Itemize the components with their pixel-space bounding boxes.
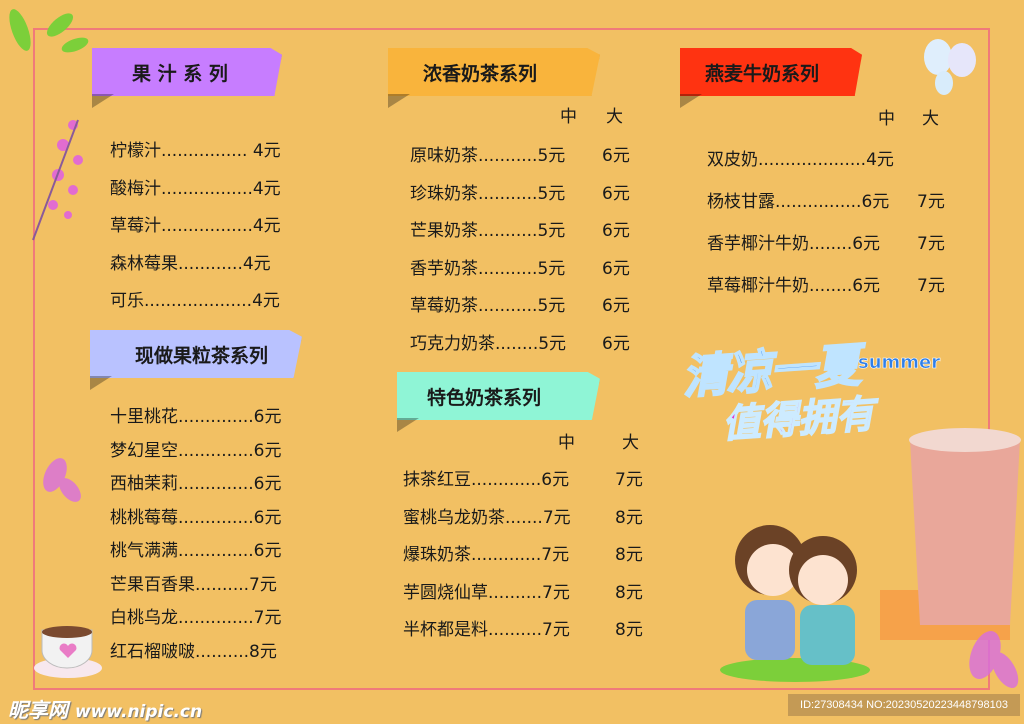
menu-item: 十里桃花..............6元 bbox=[110, 407, 282, 427]
large-price: 6元 bbox=[602, 183, 630, 204]
flower-branch-decoration bbox=[32, 119, 83, 241]
section-header: 果 汁 系 列 bbox=[92, 48, 282, 96]
large-price: 6元 bbox=[602, 296, 630, 316]
menu-item: 双皮奶....................4元 bbox=[707, 150, 894, 170]
ribbon-fold bbox=[388, 94, 410, 108]
menu-item: 柠檬汁................ 4元 bbox=[110, 141, 281, 161]
menu-border bbox=[33, 28, 990, 690]
butterfly-icon bbox=[924, 39, 976, 95]
section-header: 特色奶茶系列 bbox=[397, 372, 600, 420]
size-medium-label: 中 bbox=[878, 109, 895, 129]
menu-item: 芋圆烧仙草..........7元 bbox=[403, 582, 570, 603]
large-price: 7元 bbox=[917, 234, 945, 254]
menu-item: 抹茶红豆.............6元 bbox=[403, 470, 570, 490]
menu-item: 原味奶茶...........5元 bbox=[410, 146, 566, 166]
menu-item: 芒果百香果..........7元 bbox=[110, 574, 277, 595]
menu-item: 梦幻星空..............6元 bbox=[110, 440, 282, 461]
section-header: 浓香奶茶系列 bbox=[388, 48, 600, 96]
size-medium-label: 中 bbox=[558, 433, 575, 453]
slogan-line-2: 值得拥有 bbox=[720, 391, 876, 447]
large-price: 7元 bbox=[917, 276, 945, 296]
menu-item: 巧克力奶茶........5元 bbox=[410, 333, 567, 354]
size-large-label: 大 bbox=[606, 107, 623, 127]
menu-item: 西柚茉莉..............6元 bbox=[110, 474, 282, 494]
size-large-label: 大 bbox=[622, 433, 639, 453]
menu-item: 桃气满满..............6元 bbox=[110, 541, 282, 561]
large-price: 6元 bbox=[602, 258, 630, 279]
ribbon-fold bbox=[680, 94, 702, 108]
flower-decoration bbox=[969, 631, 1019, 689]
large-price: 7元 bbox=[917, 192, 945, 212]
large-price: 8元 bbox=[615, 545, 643, 565]
large-price: 8元 bbox=[615, 507, 643, 528]
menu-item: 珍珠奶茶...........5元 bbox=[410, 183, 566, 204]
menu-item: 红石榴啵啵..........8元 bbox=[110, 641, 277, 662]
menu-item: 半杯都是料..........7元 bbox=[403, 620, 570, 640]
menu-item: 草莓椰汁牛奶........6元 bbox=[707, 276, 881, 296]
milk-tea-cup-image bbox=[880, 428, 1021, 640]
ribbon-fold bbox=[397, 418, 419, 432]
size-large-label: 大 bbox=[922, 109, 939, 129]
large-price: 6元 bbox=[602, 146, 630, 166]
flower-decoration bbox=[43, 458, 81, 502]
menu-item: 芒果奶茶...........5元 bbox=[410, 221, 566, 241]
menu-item: 杨枝甘露................6元 bbox=[707, 192, 890, 212]
large-price: 6元 bbox=[602, 221, 630, 241]
leaves-decoration bbox=[9, 9, 89, 53]
large-price: 7元 bbox=[615, 470, 643, 490]
menu-item: 可乐....................4元 bbox=[110, 291, 280, 311]
large-price: 8元 bbox=[615, 620, 643, 640]
menu-item: 桃桃莓莓..............6元 bbox=[110, 507, 282, 528]
menu-item: 白桃乌龙..............7元 bbox=[110, 608, 282, 628]
menu-item: 爆珠奶茶.............7元 bbox=[403, 545, 570, 565]
large-price: 8元 bbox=[615, 582, 643, 603]
menu-item: 草莓奶茶...........5元 bbox=[410, 296, 566, 316]
ribbon-fold bbox=[90, 376, 112, 390]
image-id-label: ID:27308434 NO:20230520223448798103 bbox=[788, 694, 1020, 716]
coffee-cup-decoration bbox=[34, 626, 102, 678]
section-header: 现做果粒茶系列 bbox=[90, 330, 302, 378]
menu-item: 香芋椰汁牛奶........6元 bbox=[707, 234, 881, 254]
menu-item: 酸梅汁.................4元 bbox=[110, 178, 281, 199]
menu-item: 香芋奶茶...........5元 bbox=[410, 258, 566, 279]
large-price: 6元 bbox=[602, 333, 630, 354]
watermark-logo: 昵享网 www.nipic.cn bbox=[8, 698, 203, 722]
menu-item: 森林莓果............4元 bbox=[110, 253, 271, 274]
couple-cartoon-image bbox=[720, 525, 870, 682]
slogan-english: summer bbox=[858, 352, 941, 374]
section-header: 燕麦牛奶系列 bbox=[680, 48, 862, 96]
menu-item: 蜜桃乌龙奶茶.......7元 bbox=[403, 507, 571, 528]
watermark-url: www.nipic.cn bbox=[74, 702, 203, 722]
size-medium-label: 中 bbox=[560, 107, 577, 127]
menu-item: 草莓汁.................4元 bbox=[110, 216, 281, 236]
